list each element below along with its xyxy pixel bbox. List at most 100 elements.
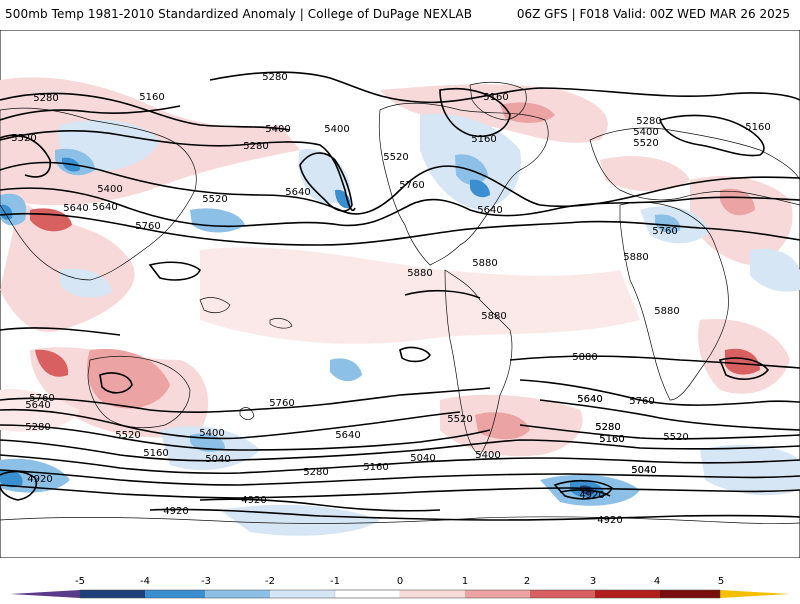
contour-label: 5520 xyxy=(115,430,140,441)
contour-5400 xyxy=(0,439,800,462)
contour-label: 5760 xyxy=(135,221,160,232)
contour-label: 5400 xyxy=(265,124,290,135)
contour-5160 xyxy=(0,105,181,121)
contour-label: 5760 xyxy=(629,396,654,407)
cold-anomaly-area xyxy=(655,214,681,233)
contour-5520 xyxy=(519,424,800,440)
colorbar-max xyxy=(720,590,790,598)
warm-anomaly-area xyxy=(35,349,69,377)
contour-label: 5160 xyxy=(139,92,164,103)
contour-5160 xyxy=(0,134,51,178)
colorbar-svg: -5 -4 -3 -2 -1 0 1 2 3 4 5 xyxy=(10,576,790,599)
colorbar-segments xyxy=(10,589,790,599)
contour-label: 5280 xyxy=(595,422,620,433)
contour-5400 xyxy=(0,130,356,212)
contour-5760 xyxy=(519,379,800,406)
warm-anomaly-area xyxy=(380,84,608,143)
contour-label: 5880 xyxy=(572,352,597,363)
island-coast xyxy=(239,407,255,420)
contour-label: 5880 xyxy=(407,268,432,279)
contour-5880 xyxy=(718,357,770,380)
contour-label: 5400 xyxy=(199,428,224,439)
warm-anomaly-area xyxy=(200,247,640,344)
contour-5040 xyxy=(0,484,800,499)
contour-5400 xyxy=(299,152,353,212)
colorbar-tick: -1 xyxy=(330,576,340,587)
colorbar-pos5 xyxy=(660,590,720,598)
contour-5280 xyxy=(209,71,800,104)
cold-anomaly-area xyxy=(0,204,13,220)
warm-anomaly-area xyxy=(725,348,760,375)
contour-label: 5280 xyxy=(243,141,268,152)
contour-label: 5520 xyxy=(202,194,227,205)
colorbar-tick: -5 xyxy=(75,576,85,587)
contour-5160 xyxy=(439,87,511,137)
contour-5880 xyxy=(148,261,201,281)
asia-coast xyxy=(0,107,197,281)
contour-label: 4920 xyxy=(241,495,266,506)
contour-label: 5040 xyxy=(631,465,656,476)
colorbar-tick: -3 xyxy=(201,576,211,587)
contour-4920 xyxy=(0,470,37,501)
contour-label: 5520 xyxy=(11,133,36,144)
colorbar-tick: 2 xyxy=(524,576,530,587)
map-svg: 5280 5160 5520 5400 5640 5760 5280 5400 … xyxy=(0,30,800,558)
north-america-coast xyxy=(378,102,549,266)
contour-5880 xyxy=(0,327,121,336)
contour-label: 5640 xyxy=(92,202,117,213)
contour-label: 5160 xyxy=(599,434,624,445)
colorbar-neg3 xyxy=(145,590,205,598)
contour-label: 5520 xyxy=(447,414,472,425)
contour-label: 5520 xyxy=(633,138,658,149)
cold-anomaly-area xyxy=(470,179,490,198)
contour-5760 xyxy=(0,212,800,246)
warm-anomaly-area xyxy=(0,200,135,332)
contour-label: 5640 xyxy=(577,394,602,405)
contour-label: 5640 xyxy=(63,203,88,214)
colorbar-pos4 xyxy=(595,590,660,598)
contour-4920 xyxy=(199,498,441,512)
colorbar-ticks: -5 -4 -3 -2 -1 0 1 2 3 4 5 xyxy=(75,576,724,587)
colorbar-neg4 xyxy=(80,590,145,598)
contour-label: 5640 xyxy=(577,394,602,405)
contour-label: 5640 xyxy=(285,187,310,198)
colorbar-tick: 4 xyxy=(654,576,660,587)
colorbar-neg2 xyxy=(205,590,270,598)
contour-label: 5760 xyxy=(269,398,294,409)
cold-anomaly-area xyxy=(330,358,362,382)
warm-anomaly-area xyxy=(720,188,755,216)
contour-4920 xyxy=(149,508,800,521)
header: 500mb Temp 1981-2010 Standardized Anomal… xyxy=(0,0,800,30)
contour-5880 xyxy=(404,289,481,299)
contour-label: 5280 xyxy=(25,422,50,433)
contour-label: 5280 xyxy=(33,93,58,104)
contour-5880 xyxy=(99,372,133,394)
contour-5640 xyxy=(0,187,800,228)
contour-5880 xyxy=(399,346,431,363)
colorbar-neg5 xyxy=(10,590,80,598)
contour-5520 xyxy=(0,424,491,451)
island-coast xyxy=(269,318,293,329)
run-info: 06Z GFS | F018 Valid: 00Z WED MAR 26 202… xyxy=(516,7,790,21)
contour-label: 5640 xyxy=(25,400,50,411)
contour-4920 xyxy=(553,479,613,500)
colorbar-tick: 5 xyxy=(718,576,724,587)
contour-5640 xyxy=(0,408,461,440)
colorbar-tick: -4 xyxy=(140,576,150,587)
colorbar-tick: 0 xyxy=(397,576,403,587)
colorbar-neg1 xyxy=(270,590,335,598)
contour-label: 5520 xyxy=(383,152,408,163)
cold-anomaly-shading xyxy=(0,114,800,536)
colorbar: -5 -4 -3 -2 -1 0 1 2 3 4 5 xyxy=(0,570,800,600)
contour-label: 5160 xyxy=(363,462,388,473)
island-coast xyxy=(199,297,231,314)
contour-5160 xyxy=(658,114,765,157)
contour-label: 5160 xyxy=(143,448,168,459)
contour-label: 4920 xyxy=(579,490,604,501)
contour-label: 5880 xyxy=(481,311,506,322)
contour-label: 5400 xyxy=(97,184,122,195)
africa-coast xyxy=(619,201,729,401)
contour-5280 xyxy=(0,454,800,475)
map-panel: 5280 5160 5520 5400 5640 5760 5280 5400 … xyxy=(0,30,800,558)
contour-label: 5520 xyxy=(663,432,688,443)
